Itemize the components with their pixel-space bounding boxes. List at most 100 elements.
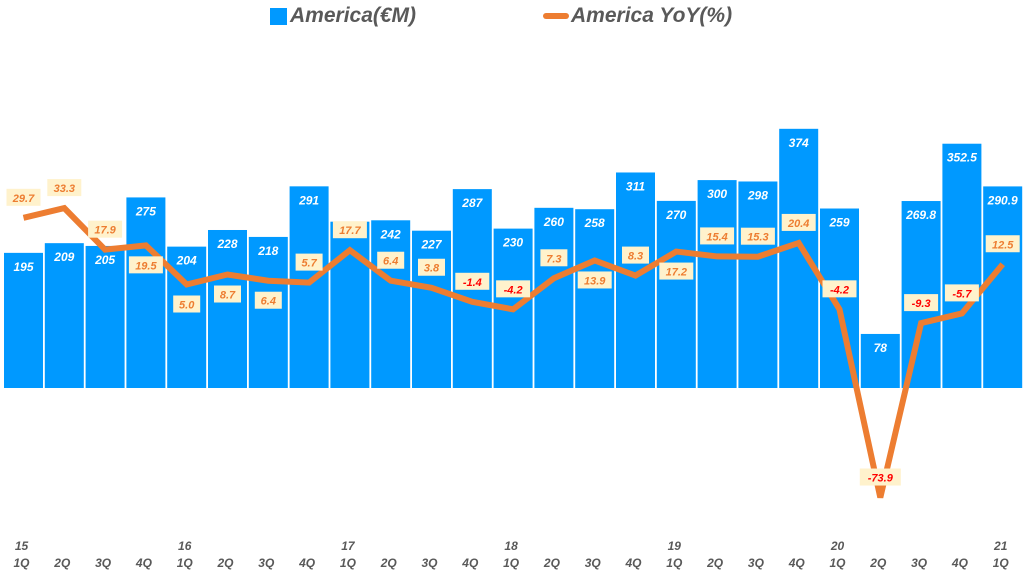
yoy-label-box: [985, 235, 1020, 253]
bar-label: 195: [13, 260, 33, 274]
yoy-label: 17.9: [94, 225, 116, 237]
yoy-label-box: [6, 188, 41, 206]
x-tick-label: 4Q: [624, 556, 642, 570]
yoy-label-box: [295, 253, 323, 271]
x-tick-label: 4Q: [951, 556, 969, 570]
yoy-label: 17.7: [339, 225, 361, 237]
yoy-label-box: [540, 249, 568, 267]
bar-label: 205: [94, 253, 115, 267]
x-tick-label: 2Q: [706, 556, 724, 570]
yoy-label: -4.2: [504, 284, 523, 296]
yoy-label-box: [781, 213, 816, 231]
x-year-label: 21: [993, 539, 1008, 553]
bar: [697, 180, 737, 388]
line-swatch-icon: [543, 13, 569, 19]
yoy-label-box: [904, 294, 939, 312]
x-tick-label: 1Q: [503, 556, 520, 570]
bar: [85, 245, 125, 388]
x-tick-label: 2Q: [216, 556, 234, 570]
x-year-label: 20: [830, 539, 845, 553]
bar-label: 204: [176, 254, 197, 268]
x-year-label: 16: [178, 539, 192, 553]
bar: [44, 243, 84, 388]
x-tick-label: 3Q: [748, 556, 765, 570]
yoy-label: 19.5: [135, 260, 157, 272]
yoy-label: 20.4: [787, 218, 809, 230]
yoy-label-box: [173, 295, 201, 313]
legend: America(€M) America YoY(%): [0, 4, 1024, 32]
yoy-label: 33.3: [54, 183, 75, 195]
yoy-label: 8.3: [628, 251, 643, 263]
yoy-label-box: [622, 246, 649, 264]
bar-label: 291: [298, 193, 319, 207]
bar: [534, 207, 574, 388]
x-tick-label: 1Q: [829, 556, 846, 570]
bar-label: 352.5: [947, 151, 977, 165]
yoy-label-box: [700, 227, 735, 245]
x-tick-label: 3Q: [258, 556, 275, 570]
yoy-label-box: [944, 284, 979, 302]
bar: [4, 252, 43, 388]
bar-label: 374: [789, 136, 809, 150]
legend-label: America YoY(%): [571, 4, 733, 27]
bar: [126, 197, 166, 388]
x-year-label: 18: [504, 539, 518, 553]
bar: [371, 220, 411, 388]
legend-item-line: America YoY(%): [543, 4, 732, 28]
x-tick-label: 3Q: [421, 556, 438, 570]
x-tick-label: 4Q: [788, 556, 806, 570]
bar: [208, 229, 247, 388]
yoy-label-box: [332, 221, 367, 239]
yoy-label-box: [740, 227, 775, 245]
x-tick-label: 3Q: [911, 556, 928, 570]
x-tick-label: 1Q: [13, 556, 30, 570]
x-tick-label: 4Q: [461, 556, 479, 570]
x-year-label: 19: [668, 539, 682, 553]
bar-label: 298: [747, 188, 768, 202]
bar-label: 228: [216, 237, 237, 251]
bar: [616, 172, 655, 388]
yoy-label: 5.7: [301, 258, 317, 270]
bar: [656, 200, 696, 388]
yoy-label: 15.3: [747, 232, 768, 244]
yoy-label-box: [859, 468, 901, 486]
yoy-label: 12.5: [992, 239, 1014, 251]
yoy-label-box: [214, 285, 241, 303]
yoy-label: 6.4: [383, 256, 398, 268]
bar-label: 209: [53, 250, 74, 264]
legend-label: America(€M): [290, 4, 417, 27]
x-tick-label: 2Q: [380, 556, 398, 570]
bar: [779, 128, 819, 388]
bar: [289, 186, 329, 388]
x-year-label: 15: [15, 539, 29, 553]
yoy-label: -5.7: [952, 288, 972, 300]
yoy-label: 15.4: [706, 231, 727, 243]
yoy-label: 13.9: [584, 275, 606, 287]
x-tick-label: 2Q: [543, 556, 561, 570]
bar-label: 270: [665, 208, 686, 222]
yoy-label-box: [128, 256, 163, 274]
x-tick-label: 2Q: [869, 556, 887, 570]
yoy-label: 29.7: [12, 193, 35, 205]
yoy-label: 7.3: [546, 253, 561, 265]
legend-item-bar: America(€M): [270, 4, 416, 28]
bar-label: 275: [135, 204, 156, 218]
yoy-label-box: [47, 179, 82, 197]
bar-label: 269.8: [905, 208, 936, 222]
x-tick-label: 1Q: [666, 556, 683, 570]
bar-label: 258: [584, 216, 605, 230]
x-tick-label: 3Q: [95, 556, 112, 570]
x-tick-label: 1Q: [340, 556, 357, 570]
x-year-label: 17: [341, 539, 356, 553]
bar: [575, 209, 615, 388]
bar: [860, 333, 900, 388]
x-tick-label: 3Q: [585, 556, 602, 570]
yoy-label: 8.7: [220, 290, 236, 302]
yoy-label-box: [377, 251, 405, 269]
bar-label: 287: [461, 196, 483, 210]
yoy-line: [22, 204, 1006, 499]
yoy-label: 3.8: [424, 263, 440, 275]
yoy-label-box: [822, 280, 857, 298]
bar-label: 218: [257, 244, 278, 258]
